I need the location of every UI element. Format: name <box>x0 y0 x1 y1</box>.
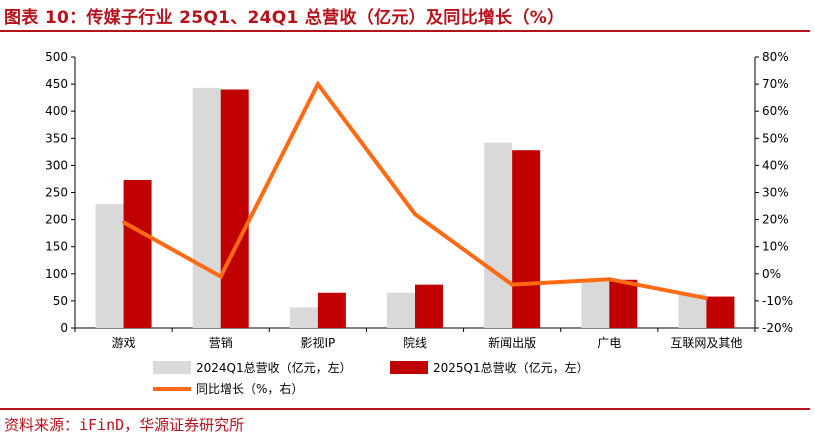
figure-title: 图表 10：传媒子行业 25Q1、24Q1 总营收（亿元）及同比增长（%） <box>4 8 565 28</box>
title-divider <box>0 30 810 32</box>
growth-point <box>510 283 514 287</box>
growth-point <box>219 275 223 279</box>
bar-2024q1 <box>192 87 221 328</box>
x-category-label: 院线 <box>403 336 427 350</box>
bar-2025q1 <box>123 180 152 328</box>
y-left-tick-label: 150 <box>45 240 68 254</box>
bar-2025q1 <box>317 292 346 328</box>
source-note: 资料来源：iFinD，华源证券研究所 <box>4 416 245 434</box>
bar-2025q1 <box>706 296 735 328</box>
legend-swatch-2025q1 <box>390 361 428 374</box>
chart-legend: 2024Q1总营收（亿元，左） 2025Q1总营收（亿元，左） 同比增长（%，右） <box>153 360 589 396</box>
x-category-label: 影视IP <box>300 335 335 350</box>
growth-point <box>413 212 417 216</box>
y-left-tick-label: 50 <box>53 294 68 308</box>
y-right-tick-label: 70% <box>762 77 789 91</box>
source-divider <box>0 408 810 410</box>
x-category-label: 互联网及其他 <box>670 336 742 350</box>
bar-2025q1 <box>512 150 541 328</box>
y-right-tick-label: -20% <box>762 321 793 335</box>
bar-2025q1 <box>220 89 249 329</box>
growth-line-series <box>122 80 708 301</box>
bar-2025q1 <box>609 279 638 328</box>
bar-2024q1 <box>678 293 707 328</box>
y-left-tick-label: 400 <box>45 104 68 118</box>
bar-2024q1 <box>484 142 513 328</box>
x-category-label: 游戏 <box>112 336 136 350</box>
legend-label-growth: 同比增长（%，右） <box>196 381 303 396</box>
bar-2024q1 <box>581 280 610 328</box>
y-right-tick-label: 10% <box>762 240 789 254</box>
growth-point <box>704 296 708 300</box>
y-left-tick-label: 200 <box>45 213 68 227</box>
y-left-tick-label: 500 <box>45 50 68 64</box>
bar-series <box>95 87 735 329</box>
x-category-label: 新闻出版 <box>488 335 536 350</box>
y-left-tick-label: 450 <box>45 77 68 91</box>
y-right-tick-label: 80% <box>762 50 789 64</box>
y-right-tick-label: 0% <box>762 267 781 281</box>
y-right-tick-label: 50% <box>762 131 789 145</box>
bar-2025q1 <box>415 284 443 328</box>
x-category-label: 广电 <box>597 336 621 350</box>
y-left-tick-label: 100 <box>45 267 68 281</box>
y-right-tick-label: 30% <box>762 186 789 200</box>
bar-2024q1 <box>289 307 318 328</box>
bar-2024q1 <box>95 203 124 328</box>
bar-2024q1 <box>387 292 415 328</box>
y-left-tick-label: 0 <box>60 321 68 335</box>
y-left-tick-label: 350 <box>45 131 68 145</box>
legend-label-2024q1: 2024Q1总营收（亿元，左） <box>196 360 352 375</box>
growth-point <box>122 220 126 224</box>
y-right-tick-label: 40% <box>762 158 789 172</box>
x-category-label: 营销 <box>209 336 233 350</box>
y-left-tick-label: 300 <box>45 158 68 172</box>
y-left-tick-label: 250 <box>45 186 68 200</box>
legend-swatch-2024q1 <box>153 361 191 374</box>
y-right-tick-label: 20% <box>762 213 789 227</box>
growth-point <box>316 82 320 86</box>
legend-label-2025q1: 2025Q1总营收（亿元，左） <box>433 360 589 375</box>
y-right-tick-label: -10% <box>762 294 793 308</box>
growth-point <box>607 277 611 281</box>
y-right-tick-label: 60% <box>762 104 789 118</box>
